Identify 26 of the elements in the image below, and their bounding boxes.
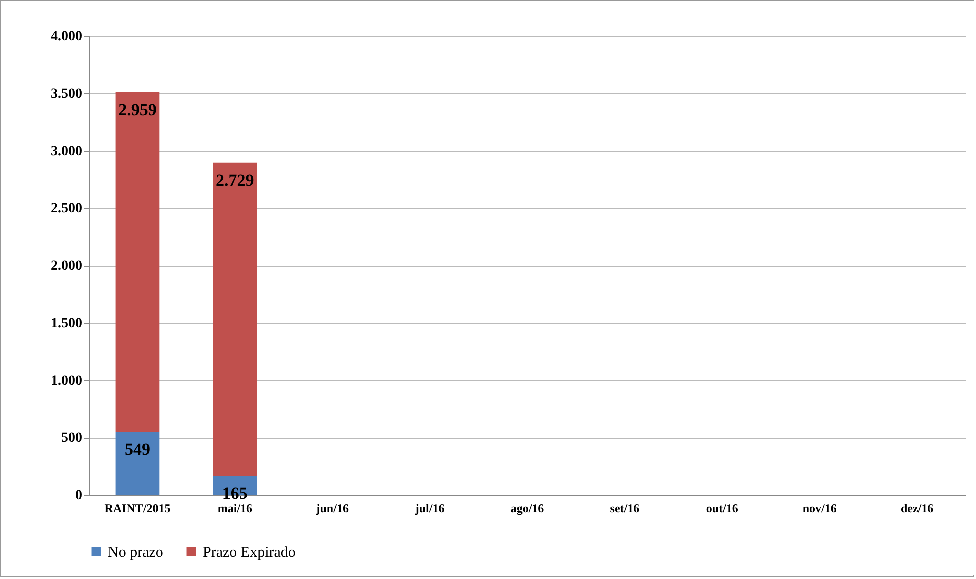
x-tick-label: ago/16 (510, 502, 544, 516)
data-label: 549 (124, 440, 150, 459)
x-tick-label: dez/16 (900, 502, 934, 516)
legend-label: Prazo Expirado (203, 544, 296, 561)
y-tick-label: 2.500 (51, 202, 82, 217)
y-tick-label: 4.000 (51, 30, 82, 44)
data-label: 2.959 (118, 100, 157, 120)
x-tick-label: set/16 (610, 502, 640, 516)
bar (213, 162, 258, 476)
x-tick-label: nov/16 (802, 502, 837, 516)
y-tick-label: 3.500 (51, 86, 82, 102)
x-tick-label: RAINT/2015 (104, 502, 171, 516)
y-tick-label: 0 (76, 488, 82, 504)
bar (116, 92, 160, 432)
y-tick-label: 3.000 (51, 144, 82, 160)
y-tick-label: 1.000 (51, 374, 82, 389)
data-label: 2.729 (216, 170, 254, 190)
y-tick-label: 500 (62, 431, 82, 446)
x-tick-label: mai/16 (218, 502, 253, 516)
bar (116, 432, 160, 495)
x-tick-label: jul/16 (414, 502, 445, 516)
x-tick-label: out/16 (706, 502, 738, 516)
y-tick-label: 1.500 (51, 316, 82, 332)
y-tick-label: 2.000 (51, 259, 82, 274)
legend-label: No prazo (108, 544, 164, 561)
x-tick-label: jun/16 (315, 502, 349, 516)
